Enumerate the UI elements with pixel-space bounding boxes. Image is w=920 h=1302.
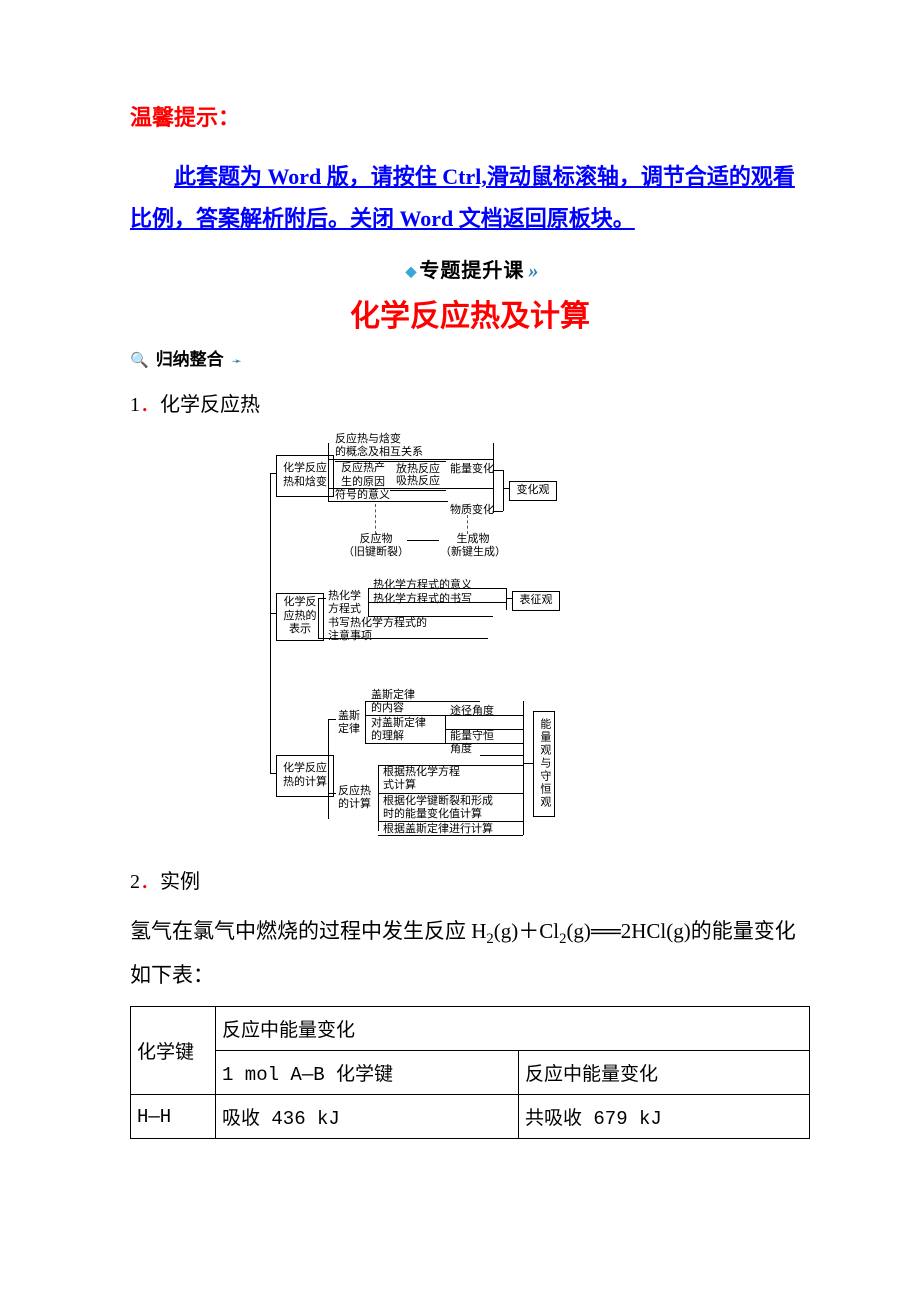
table-row: 化学键 反应中能量变化 bbox=[131, 1007, 810, 1051]
item-num: 1 bbox=[130, 394, 140, 416]
example-paragraph: 氢气在氯气中燃烧的过程中发生反应 H2(g)＋Cl2(g)══2HCl(g)的能… bbox=[130, 910, 810, 997]
arrow-icon: ➛ bbox=[232, 354, 242, 368]
node-thermo-eq: 热化学方程式 bbox=[328, 590, 361, 618]
node-reaction-heat-calc: 反应热的计算 bbox=[338, 785, 371, 813]
node-hess-law: 盖斯定律 bbox=[338, 710, 360, 738]
node-hess-understand: 对盖斯定律的理解 bbox=[371, 717, 426, 745]
cell-per-mol: 吸收 436 kJ bbox=[216, 1095, 519, 1139]
item-dot: ． bbox=[140, 871, 160, 893]
node-energy-change: 能量变化 bbox=[450, 463, 494, 477]
node-thermo-notes: 书写热化学方程式的注意事项 bbox=[328, 617, 427, 645]
node-energy-conserve: 能量守恒角度 bbox=[450, 730, 494, 758]
para-frag: (g)＋Cl bbox=[494, 919, 559, 943]
node-calc-by-bond: 根据化学键断裂和形成时的能量变化值计算 bbox=[383, 795, 493, 823]
node-heat-calc: 化学反应热的计算 bbox=[276, 755, 334, 797]
item-text: 实例 bbox=[160, 871, 200, 893]
para-frag: ══ bbox=[591, 919, 621, 943]
node-enthalpy: 化学反应热和焓变 bbox=[276, 455, 334, 497]
node-thermo-meaning: 热化学方程式的意义 bbox=[373, 579, 472, 593]
para-frag: 氢气在氯气中燃烧的过程中发生反应 H bbox=[130, 919, 486, 943]
item-dot: ． bbox=[140, 394, 160, 416]
cell-bond: H—H bbox=[131, 1095, 216, 1139]
table-row: H—H 吸收 436 kJ 共吸收 679 kJ bbox=[131, 1095, 810, 1139]
diamond-icon: ◆ bbox=[406, 265, 418, 280]
lesson-banner: ◆专题提升课» bbox=[130, 252, 810, 285]
node-reactants: 反应物（旧键断裂） bbox=[343, 533, 409, 561]
node-heat-cause: 反应热产生的原因 bbox=[335, 461, 391, 491]
node-hess-content: 盖斯定律的内容 bbox=[371, 689, 415, 717]
node-path-angle: 途径角度 bbox=[450, 705, 494, 719]
node-energy-conserve-view: 能量观与守恒观 bbox=[533, 711, 555, 817]
node-products: 生成物（新键生成） bbox=[440, 533, 506, 561]
tip-body: 此套题为 Word 版，请按住 Ctrl,滑动鼠标滚轴，调节合适的观看比例，答案… bbox=[130, 156, 810, 240]
node-calc-by-eq: 根据热化学方程式计算 bbox=[383, 766, 460, 794]
list-item-2: 2．实例 bbox=[130, 865, 810, 894]
page-title: 化学反应热及计算 bbox=[130, 291, 810, 335]
concept-diagram: 化学反应热和焓变 反应热与焓变的概念及相互关系 反应热产生的原因 放热反应 吸热… bbox=[130, 433, 810, 843]
subheading-text: 归纳整合 bbox=[156, 350, 224, 369]
th-per-mol: 1 mol A—B 化学键 bbox=[216, 1051, 519, 1095]
node-thermo-writing: 热化学方程式的书写 bbox=[373, 593, 472, 607]
tip-heading: 温馨提示： bbox=[130, 100, 810, 132]
banner-text: 专题提升课 bbox=[419, 260, 524, 282]
section-subheading: 🔍 归纳整合 ➛ bbox=[130, 345, 810, 370]
node-represent-view: 表征观 bbox=[512, 591, 560, 611]
node-matter-change: 物质变化 bbox=[450, 504, 494, 518]
list-item-1: 1．化学反应热 bbox=[130, 388, 810, 417]
node-concept-relation: 反应热与焓变的概念及相互关系 bbox=[335, 433, 423, 461]
th-bond: 化学键 bbox=[131, 1007, 216, 1095]
table-row: 1 mol A—B 化学键 反应中能量变化 bbox=[131, 1051, 810, 1095]
th-energy-change: 反应中能量变化 bbox=[216, 1007, 810, 1051]
para-frag: (g) bbox=[566, 919, 591, 943]
th-total: 反应中能量变化 bbox=[519, 1051, 810, 1095]
node-symbol-meaning: 符号的意义 bbox=[335, 489, 390, 503]
item-text: 化学反应热 bbox=[160, 394, 260, 416]
item-num: 2 bbox=[130, 871, 140, 893]
magnifier-icon: 🔍 bbox=[130, 353, 149, 369]
node-heat-represent: 化学反应热的表示 bbox=[276, 593, 324, 641]
energy-table: 化学键 反应中能量变化 1 mol A—B 化学键 反应中能量变化 H—H 吸收… bbox=[130, 1006, 810, 1139]
chevrons-icon: » bbox=[528, 260, 534, 282]
cell-total: 共吸收 679 kJ bbox=[519, 1095, 810, 1139]
node-change-view: 变化观 bbox=[509, 481, 557, 501]
